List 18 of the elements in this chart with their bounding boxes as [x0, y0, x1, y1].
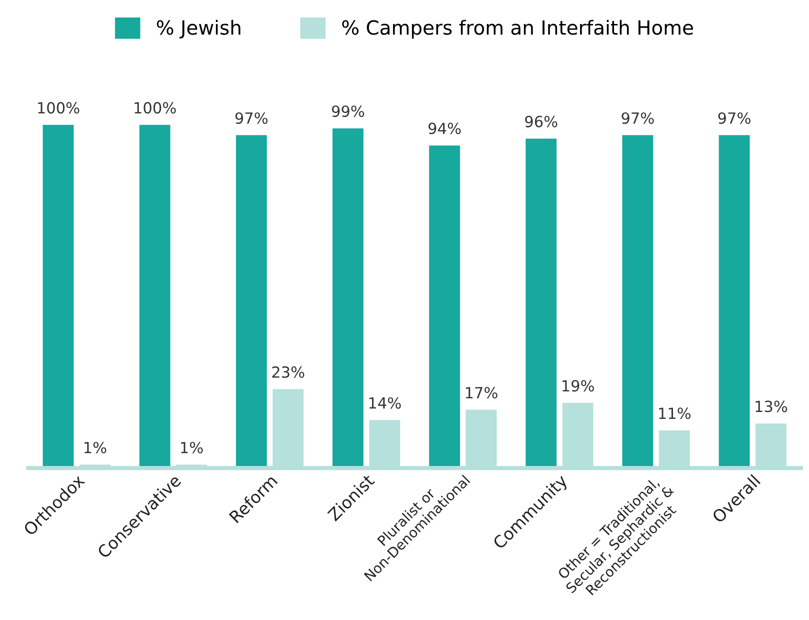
data-label: 13%: [756, 400, 788, 412]
data-label: 97%: [718, 112, 750, 124]
data-label: 14%: [369, 397, 401, 409]
data-label: 11%: [659, 407, 691, 420]
data-label: 99%: [332, 105, 364, 118]
data-label: 1%: [84, 442, 106, 454]
data-label: 96%: [525, 116, 558, 128]
data-label: 100%: [38, 102, 80, 114]
data-label: 1%: [181, 442, 203, 454]
data-label: 19%: [562, 380, 594, 392]
data-label: 17%: [466, 386, 498, 398]
data-label: 97%: [235, 112, 268, 124]
data-label: 94%: [428, 122, 461, 134]
data-label: 97%: [622, 112, 654, 124]
data-label: 100%: [134, 102, 176, 114]
legend-label: % Jewish: [156, 20, 240, 39]
data-label: 23%: [272, 366, 304, 378]
legend-label: % Campers from an Interfaith Home: [342, 20, 693, 39]
